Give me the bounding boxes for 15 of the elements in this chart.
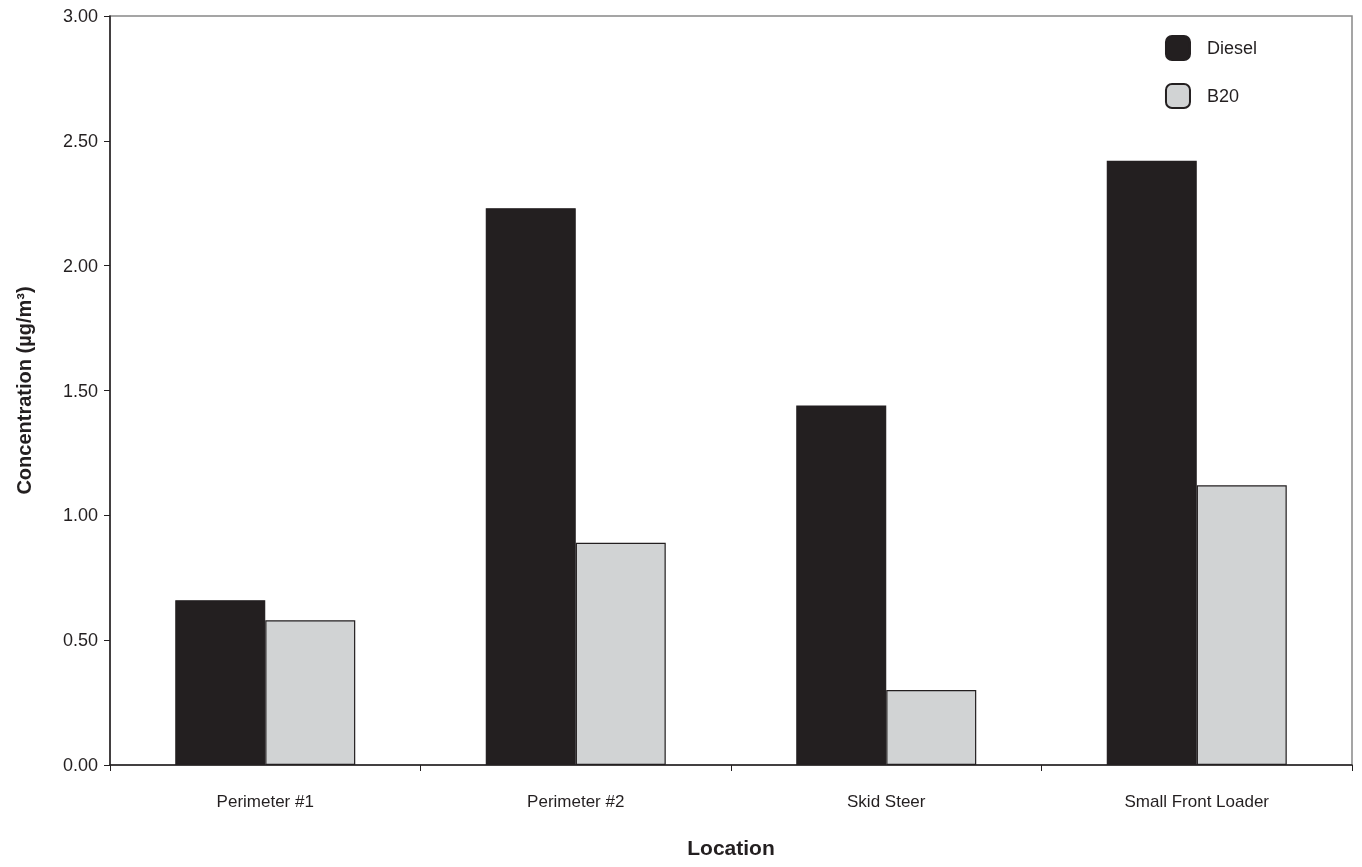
y-tick-label: 0.50 [62,630,98,651]
y-tick-label: 2.50 [62,130,98,151]
x-tick-label: Perimeter #1 [216,792,314,811]
x-axis-title: Location [687,836,775,859]
x-tick-label: Small Front Loader [1124,792,1270,811]
y-tick-label: 3.00 [62,6,98,26]
y-tick-label: 1.00 [62,505,98,526]
y-tick-label: 2.00 [62,255,98,276]
x-tick-label: Perimeter #2 [527,792,625,811]
y-tick-label: 0.00 [62,755,98,775]
legend-label: Diesel [1206,38,1258,58]
x-tick-label: Skid Steer [847,792,926,811]
legend-label: B20 [1206,86,1240,106]
y-axis-title: Concentration (µg/m³) [13,286,35,495]
y-tick-label: 1.50 [62,380,98,401]
